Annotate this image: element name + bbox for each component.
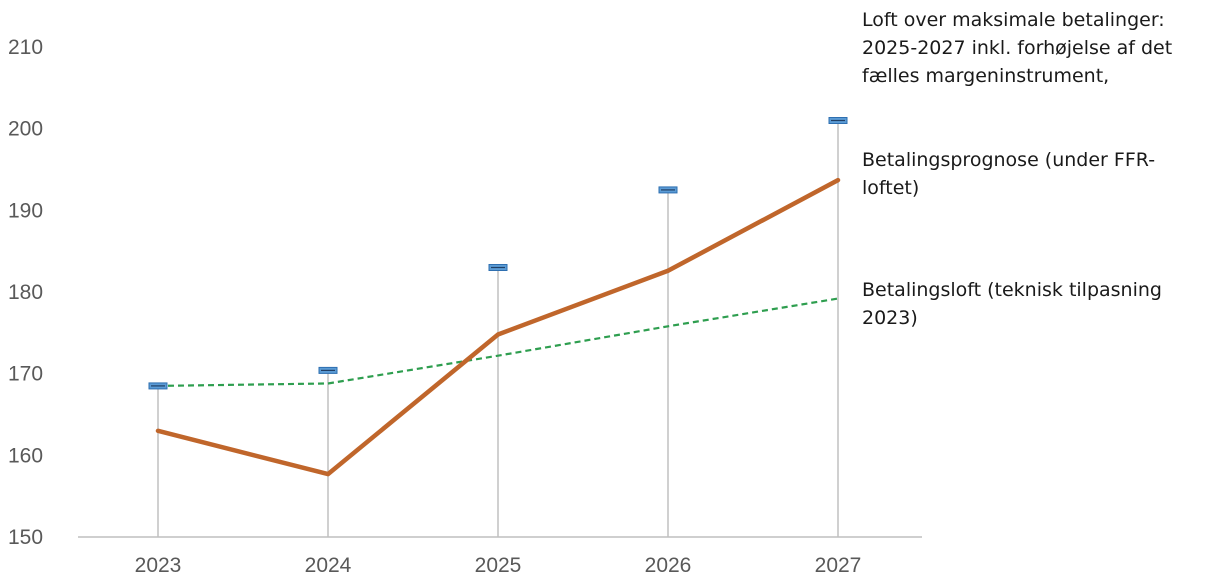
drop-lines: [157, 120, 839, 537]
y-tick-label-190: 190: [8, 199, 43, 222]
x-axis-ticks: 2023 2024 2025 2026 2027: [135, 554, 862, 576]
series: [148, 117, 848, 477]
legend-entry-forecast: Betalingsprognose (under FFR-loftet): [862, 149, 1156, 199]
x-tick-label-2027: 2027: [815, 554, 862, 576]
legend-entry-ceiling: Betalingsloft (teknisk tilpasning 2023): [862, 279, 1162, 329]
y-tick-label-210: 210: [8, 36, 43, 59]
y-tick-label-170: 170: [8, 363, 43, 386]
x-tick-label-2026: 2026: [645, 554, 692, 576]
x-tick-label-2023: 2023: [135, 554, 182, 576]
y-tick-label-180: 180: [8, 281, 43, 304]
y-axis-ticks: 150 160 170 180 190 200 210: [8, 36, 43, 549]
series-line-ceiling: [157, 297, 839, 388]
x-tick-label-2025: 2025: [475, 554, 522, 576]
y-tick-label-160: 160: [8, 444, 43, 467]
y-tick-label-200: 200: [8, 118, 43, 141]
legend-entry-cap: Loft over maksimale betalinger: 2025-202…: [862, 9, 1173, 87]
series-line-forecast: [155, 177, 841, 477]
y-tick-label-150: 150: [8, 526, 43, 549]
x-tick-label-2024: 2024: [305, 554, 352, 576]
